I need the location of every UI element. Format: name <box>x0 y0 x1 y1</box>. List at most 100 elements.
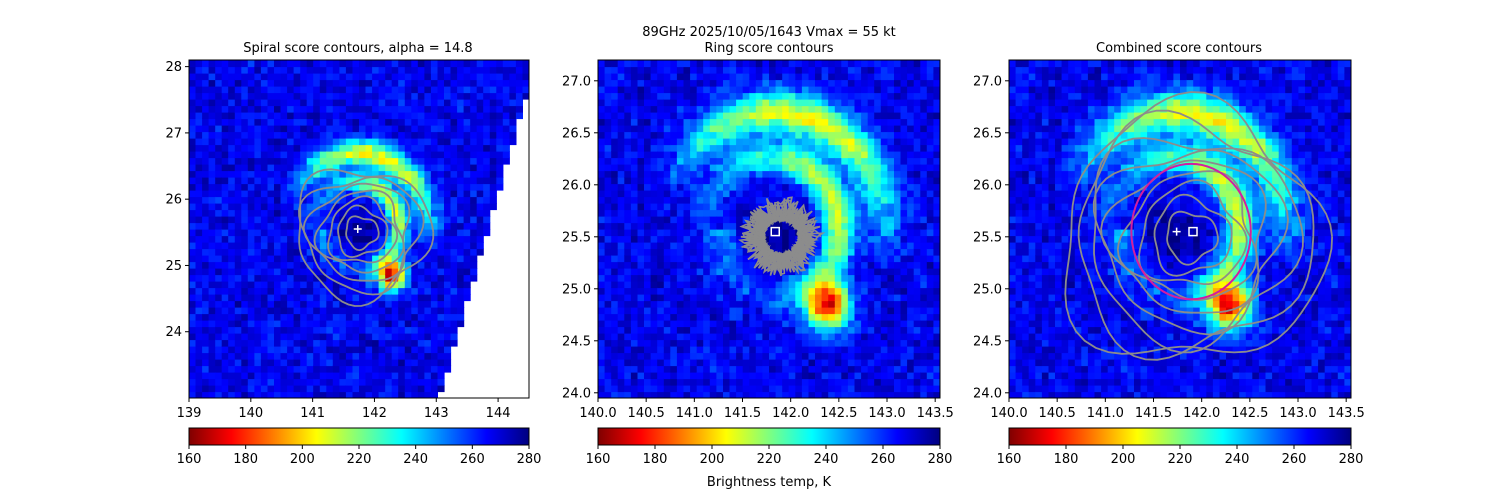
heatmap-cell <box>483 60 491 68</box>
heatmap-cell <box>821 391 829 398</box>
heatmap-cell <box>815 92 823 100</box>
heatmap-cell <box>690 190 698 198</box>
heatmap-cell <box>404 222 412 230</box>
heatmap-cell <box>828 170 836 178</box>
heatmap-cell <box>306 385 314 393</box>
heatmap-cell <box>703 196 711 204</box>
heatmap-cell <box>630 391 639 398</box>
heatmap-cell <box>241 352 249 360</box>
heatmap-cell <box>624 307 632 315</box>
heatmap-cell <box>729 144 737 152</box>
heatmap-cell <box>894 274 902 282</box>
heatmap-cell <box>476 248 484 256</box>
heatmap-cell <box>670 261 678 269</box>
heatmap-cell <box>782 79 790 87</box>
heatmap-cell <box>867 313 875 321</box>
heatmap-cell <box>828 203 836 211</box>
heatmap-cell <box>450 333 458 341</box>
heatmap-cell <box>352 235 360 243</box>
heatmap-cell <box>736 300 744 308</box>
heatmap-cell <box>650 151 658 159</box>
heatmap-cell <box>604 255 612 263</box>
heatmap-cell <box>228 99 236 107</box>
heatmap-cell <box>234 125 242 133</box>
heatmap-cell <box>345 222 353 230</box>
heatmap-cell <box>228 268 236 276</box>
heatmap-cell <box>663 79 671 87</box>
heatmap-cell <box>378 365 386 373</box>
heatmap-cell <box>828 313 836 321</box>
heatmap-cell <box>319 131 327 139</box>
heatmap-cell <box>762 177 770 185</box>
heatmap-cell <box>644 92 652 100</box>
heatmap-cell <box>815 144 823 152</box>
heatmap-cell <box>424 385 432 393</box>
heatmap-cell <box>332 164 340 172</box>
heatmap-cell <box>404 112 412 120</box>
heatmap-cell <box>470 73 478 81</box>
heatmap-cell <box>241 138 249 146</box>
heatmap-cell <box>894 352 902 360</box>
heatmap-cell <box>280 248 288 256</box>
heatmap-cell <box>352 138 360 146</box>
heatmap-cell <box>709 248 717 256</box>
heatmap-cell <box>736 125 744 133</box>
heatmap-cell <box>189 391 197 398</box>
heatmap-cell <box>847 248 856 256</box>
heatmap-cell <box>247 92 255 100</box>
heatmap-cell <box>663 105 671 113</box>
heatmap-cell <box>709 274 717 282</box>
heatmap-cell <box>867 248 875 256</box>
heatmap-cell <box>202 365 210 373</box>
heatmap-cell <box>483 190 491 198</box>
heatmap-cell <box>690 183 698 191</box>
heatmap-cell <box>716 287 724 295</box>
heatmap-cell <box>189 196 197 204</box>
heatmap-cell <box>228 365 236 373</box>
heatmap-cell <box>657 281 665 289</box>
heatmap-cell <box>228 385 236 393</box>
heatmap-cell <box>630 177 639 185</box>
heatmap-cell <box>703 216 711 224</box>
heatmap-cell <box>280 378 288 386</box>
heatmap-cell <box>716 151 724 159</box>
heatmap-cell <box>189 287 197 295</box>
heatmap-cell <box>195 170 203 178</box>
heatmap-cell <box>417 92 425 100</box>
heatmap-cell <box>604 60 612 68</box>
heatmap-cells <box>598 60 940 398</box>
heatmap-cell <box>345 79 353 87</box>
heatmap-cell <box>755 307 763 315</box>
heatmap-cell <box>215 131 223 139</box>
heatmap-cell <box>444 294 452 302</box>
heatmap-cell <box>378 138 386 146</box>
heatmap-cell <box>657 248 665 256</box>
heatmap-cell <box>424 131 432 139</box>
heatmap-cell <box>644 248 652 256</box>
heatmap-cell <box>736 274 744 282</box>
heatmap-cell <box>775 300 783 308</box>
heatmap-cell <box>880 365 888 373</box>
heatmap-cell <box>762 352 770 360</box>
heatmap-cell <box>404 313 412 321</box>
heatmap-cell <box>821 203 829 211</box>
heatmap-cell <box>650 99 658 107</box>
heatmap-cell <box>359 73 367 81</box>
heatmap-cell <box>345 339 353 347</box>
heatmap-cell <box>611 385 619 393</box>
heatmap-cell <box>260 281 268 289</box>
heatmap-cell <box>345 352 353 360</box>
heatmap-cell <box>254 196 262 204</box>
heatmap-cell <box>604 229 612 237</box>
heatmap-cell <box>742 203 750 211</box>
heatmap-cell <box>828 86 836 94</box>
heatmap-cell <box>683 86 691 94</box>
heatmap-cell <box>411 242 419 250</box>
heatmap-cell <box>300 151 308 159</box>
heatmap-cell <box>815 190 823 198</box>
heatmap-cell <box>306 372 314 380</box>
heatmap-cell <box>195 138 203 146</box>
heatmap-cell <box>319 216 327 224</box>
heatmap-cell <box>729 151 737 159</box>
heatmap-cell <box>483 73 491 81</box>
